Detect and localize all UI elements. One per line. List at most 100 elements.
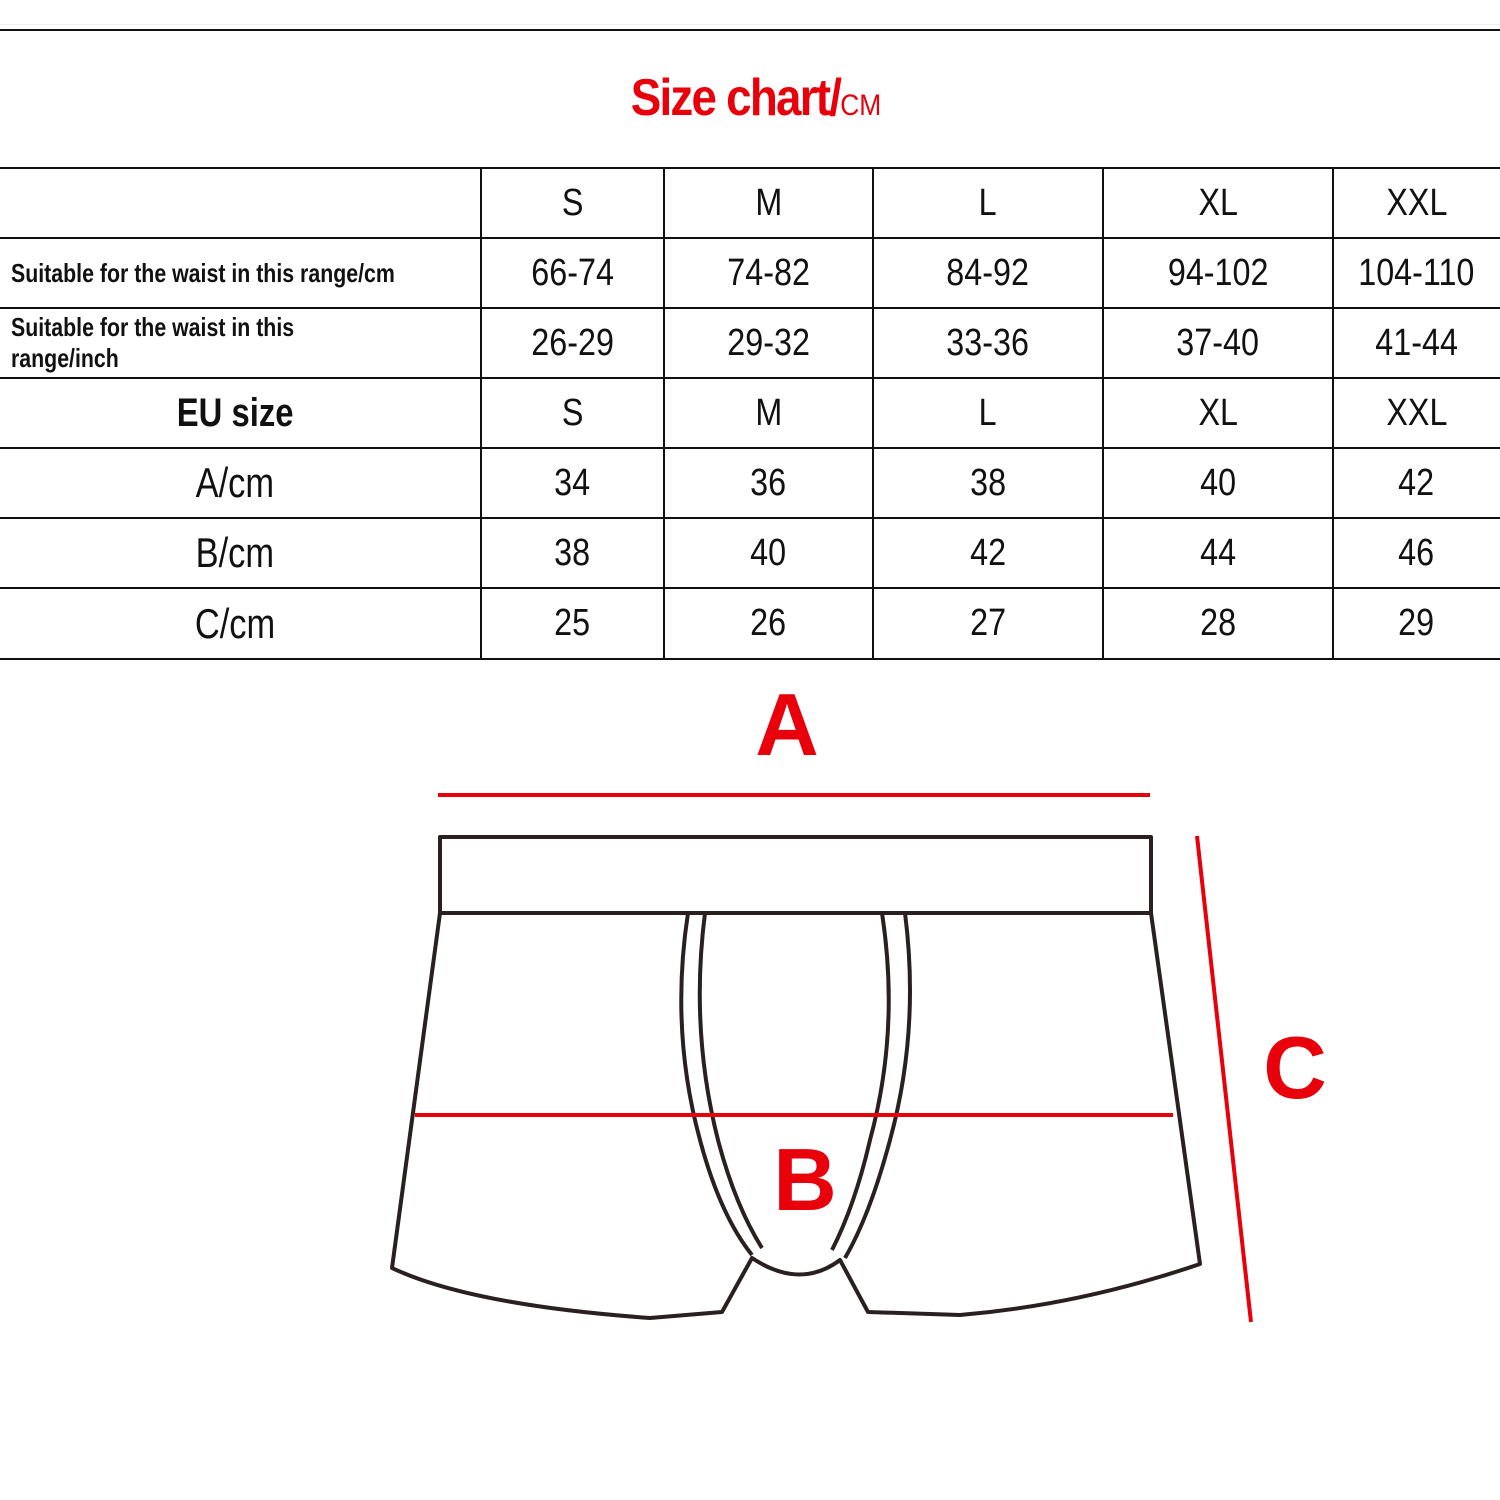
table-row-line (0, 447, 1500, 449)
header-cell-text: S (561, 181, 584, 224)
title-text: Size chart/ (630, 69, 842, 127)
table-cell-text: 41-44 (1375, 321, 1458, 364)
table-cell-text: S (561, 391, 584, 434)
row-label-text: EU size (176, 390, 294, 435)
table-cell: 37-40 (1103, 308, 1333, 378)
pouch-seam-right-inner (830, 912, 891, 1251)
table-cell-text: XXL (1385, 391, 1448, 434)
table-cell: 41-44 (1333, 308, 1500, 378)
row-label-text: A/cm (195, 459, 275, 506)
table-cell-text: 37-40 (1176, 321, 1260, 364)
table-column-line (1102, 168, 1104, 660)
table-cell: 46 (1333, 518, 1500, 588)
table-cell-text: 42 (970, 531, 1006, 574)
table-cell: 26 (664, 588, 873, 659)
header-cell: XXL (1333, 168, 1500, 238)
table-cell: 38 (481, 518, 664, 588)
table-row-line (0, 377, 1500, 379)
table-cell-text: 33-36 (946, 321, 1030, 364)
table-row-line (0, 237, 1500, 239)
table-cell: 29-32 (664, 308, 873, 378)
table-cell-text: 38 (554, 531, 591, 574)
table-cell-text: 28 (1200, 602, 1236, 644)
row-label: A/cm (0, 448, 470, 518)
table-cell-text: L (979, 391, 997, 434)
table-cell-text: 29 (1398, 602, 1435, 644)
label-b: B (773, 1130, 837, 1229)
table-cell-text: 94-102 (1167, 251, 1269, 294)
table-cell: XXL (1333, 378, 1500, 448)
table-cell: 74-82 (664, 238, 873, 308)
table-cell-text: 27 (970, 602, 1006, 644)
table-cell: 33-36 (873, 308, 1103, 378)
table-cell-text: 38 (970, 461, 1006, 504)
label-c: C (1263, 1018, 1327, 1117)
table-cell-text: 74-82 (727, 251, 810, 294)
table-cell: S (481, 378, 664, 448)
header-cell-text: M (755, 181, 782, 224)
divider (0, 29, 1500, 31)
table-cell: 94-102 (1103, 238, 1333, 308)
row-label-text: C/cm (194, 599, 276, 647)
table-cell: L (873, 378, 1103, 448)
table-cell: 40 (1103, 448, 1333, 518)
table-cell-text: 34 (554, 461, 591, 504)
table-column-line (663, 168, 665, 660)
table-cell-text: 25 (554, 602, 591, 644)
header-cell: S (481, 168, 664, 238)
row-label: EU size (0, 378, 470, 448)
table-cell: 27 (873, 588, 1103, 659)
header-cell: XL (1103, 168, 1333, 238)
row-label: B/cm (0, 518, 470, 588)
table-column-line (872, 168, 874, 660)
table-cell-text: 36 (750, 461, 787, 504)
page-title: Size chart/CM (91, 68, 1422, 128)
table-cell: 66-74 (481, 238, 664, 308)
table-row-line (0, 167, 1500, 169)
row-label: C/cm (0, 588, 470, 659)
header-cell: L (873, 168, 1103, 238)
header-cell: M (664, 168, 873, 238)
label-a: A (755, 675, 819, 774)
waistband (438, 835, 1153, 915)
table-cell: 84-92 (873, 238, 1103, 308)
table-cell: 38 (873, 448, 1103, 518)
table-cell: 25 (481, 588, 664, 659)
header-cell-text: XL (1198, 181, 1238, 224)
row-label: Suitable for the waist in this range/cm (11, 238, 481, 308)
table-cell: 29 (1333, 588, 1500, 659)
table-cell-text: 46 (1398, 531, 1435, 574)
row-label-text: Suitable for the waist in this range/cm (11, 257, 395, 288)
pouch-seam-right-outer (843, 912, 912, 1260)
table-row-line (0, 517, 1500, 519)
table-cell-text: 26 (750, 602, 787, 644)
table-column-line (480, 168, 482, 660)
row-label-text: B/cm (195, 529, 275, 576)
table-cell-text: 26-29 (531, 321, 614, 364)
title-unit: CM (840, 89, 882, 122)
header-cell-text: L (979, 181, 997, 224)
table-cell-text: 104-110 (1358, 251, 1475, 294)
pouch-seam-left-outer (679, 912, 754, 1257)
row-label-text: Suitable for the waist in this range/inc… (11, 312, 295, 373)
table-cell: 26-29 (481, 308, 664, 378)
row-label: Suitable for the waist in this range/inc… (11, 308, 481, 378)
table-cell-text: 29-32 (727, 321, 810, 364)
table-cell-text: 84-92 (946, 251, 1030, 294)
table-cell-text: 44 (1200, 531, 1236, 574)
table-cell: 36 (664, 448, 873, 518)
table-cell: 40 (664, 518, 873, 588)
table-cell: M (664, 378, 873, 448)
table-cell: 34 (481, 448, 664, 518)
table-cell: XL (1103, 378, 1333, 448)
table-cell: 104-110 (1333, 238, 1500, 308)
table-column-line (1332, 168, 1334, 660)
table-cell-text: M (755, 391, 782, 434)
table-cell-text: 40 (750, 531, 787, 574)
top-bar (0, 0, 1500, 25)
table-cell-text: 66-74 (531, 251, 614, 294)
boxer-body (390, 912, 1202, 1320)
table-cell: 28 (1103, 588, 1333, 659)
measure-line-c (1195, 835, 1253, 1323)
